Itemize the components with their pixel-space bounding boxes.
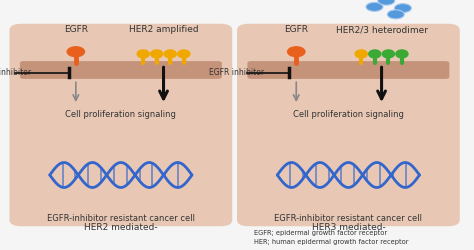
- Ellipse shape: [368, 49, 382, 58]
- Circle shape: [366, 2, 383, 12]
- Text: HER3 mediated-: HER3 mediated-: [311, 222, 385, 232]
- Ellipse shape: [66, 46, 85, 57]
- Text: EGFR-inhibitor resistant cancer cell: EGFR-inhibitor resistant cancer cell: [47, 214, 195, 223]
- Text: HER2 amplified: HER2 amplified: [129, 26, 198, 35]
- Ellipse shape: [150, 49, 164, 58]
- Text: EGFR inhibitor: EGFR inhibitor: [0, 68, 31, 77]
- FancyBboxPatch shape: [20, 61, 222, 79]
- Text: EGFR: EGFR: [284, 26, 308, 35]
- Text: HER2 mediated-: HER2 mediated-: [84, 222, 158, 232]
- Ellipse shape: [382, 49, 395, 58]
- Ellipse shape: [137, 49, 150, 58]
- Circle shape: [394, 4, 411, 13]
- Text: EGFR; epidermal growth factor receptor: EGFR; epidermal growth factor receptor: [254, 230, 387, 236]
- Ellipse shape: [395, 49, 409, 58]
- FancyBboxPatch shape: [9, 24, 232, 226]
- Circle shape: [378, 0, 395, 5]
- Text: HER; human epidermal growth factor receptor: HER; human epidermal growth factor recep…: [254, 239, 408, 245]
- Circle shape: [387, 10, 404, 19]
- Text: Cell proliferation signaling: Cell proliferation signaling: [293, 110, 404, 119]
- Ellipse shape: [177, 49, 191, 58]
- Ellipse shape: [287, 46, 306, 57]
- FancyBboxPatch shape: [247, 61, 449, 79]
- Text: EGFR: EGFR: [64, 26, 88, 35]
- Text: HER2/3 heterodimer: HER2/3 heterodimer: [336, 26, 428, 35]
- Ellipse shape: [164, 49, 177, 58]
- FancyBboxPatch shape: [237, 24, 460, 226]
- Ellipse shape: [355, 49, 368, 58]
- Text: EGFR inhibitor: EGFR inhibitor: [209, 68, 264, 77]
- Text: EGFR-inhibitor resistant cancer cell: EGFR-inhibitor resistant cancer cell: [274, 214, 422, 223]
- Text: Cell proliferation signaling: Cell proliferation signaling: [65, 110, 176, 119]
